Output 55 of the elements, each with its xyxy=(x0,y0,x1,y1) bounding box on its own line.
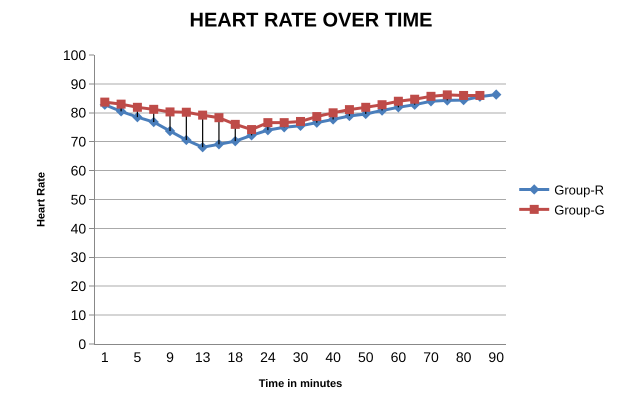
y-tick-label: 10 xyxy=(70,307,86,323)
x-tick-label: 50 xyxy=(358,348,374,365)
point xyxy=(263,118,272,128)
y-tick-label: 70 xyxy=(70,134,86,150)
point xyxy=(410,94,420,104)
y-tick-label: 40 xyxy=(70,220,86,236)
point xyxy=(149,104,158,114)
point xyxy=(198,110,208,120)
point xyxy=(344,105,354,114)
x-tick-label: 60 xyxy=(390,348,406,365)
y-tick-label: 0 xyxy=(78,336,86,352)
legend-label: Group-R xyxy=(554,182,604,198)
point xyxy=(491,89,502,100)
y-tick-label: 20 xyxy=(70,278,86,294)
point xyxy=(100,98,110,107)
point xyxy=(312,112,322,122)
point xyxy=(164,126,176,136)
x-tick-label: 30 xyxy=(292,348,308,365)
point xyxy=(166,107,175,116)
point xyxy=(230,120,240,129)
x-tick-label: 90 xyxy=(488,348,504,365)
point xyxy=(361,102,370,112)
chart-title: HEART RATE OVER TIME xyxy=(190,9,432,32)
point xyxy=(197,142,208,152)
point xyxy=(426,92,436,101)
point xyxy=(394,96,403,106)
x-tick-label: 70 xyxy=(423,348,439,365)
point xyxy=(296,116,305,126)
y-tick-label: 60 xyxy=(70,162,86,178)
x-axis-title: Time in minutes xyxy=(258,378,342,390)
point xyxy=(442,90,452,100)
y-tick-label: 90 xyxy=(70,76,86,92)
point xyxy=(132,102,142,112)
legend-label: Group-G xyxy=(554,202,605,218)
y-tick-label: 30 xyxy=(70,249,86,266)
x-tick-label: 1 xyxy=(100,348,109,365)
point xyxy=(378,100,387,110)
x-tick-label: 13 xyxy=(194,348,211,365)
x-tick-label: 9 xyxy=(166,348,174,365)
y-tick-label: 100 xyxy=(62,46,86,63)
point xyxy=(280,118,289,128)
point xyxy=(116,100,126,109)
y-tick-label: 80 xyxy=(70,104,86,121)
y-tick-label: 50 xyxy=(70,191,86,208)
x-tick-label: 5 xyxy=(134,348,142,365)
point xyxy=(214,113,224,122)
y-axis-title: Heart Rate xyxy=(35,172,48,228)
point xyxy=(247,125,256,134)
x-tick-label: 18 xyxy=(227,348,244,365)
x-tick-label: 24 xyxy=(260,348,276,365)
x-tick-label: 40 xyxy=(325,348,342,365)
point xyxy=(328,108,338,118)
point xyxy=(182,108,191,117)
x-tick-label: 80 xyxy=(456,348,472,365)
point xyxy=(459,90,468,100)
